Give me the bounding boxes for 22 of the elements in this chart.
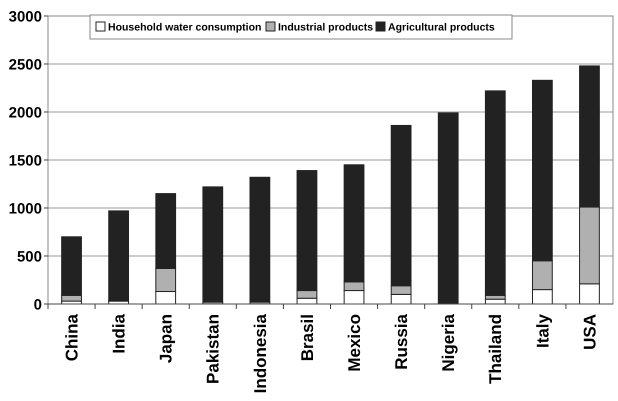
y-tick-label: 2500 <box>8 56 42 74</box>
x-tick-label: Thailand <box>486 314 506 384</box>
y-tick-label: 0 <box>34 296 42 314</box>
legend-label: Agricultural products <box>388 22 495 34</box>
x-tick-label: India <box>110 313 129 354</box>
x-tick-label: Russia <box>392 313 412 370</box>
x-tick-label: Japan <box>156 314 176 364</box>
x-tick-label: USA <box>580 314 600 350</box>
y-tick-label: 1000 <box>8 200 42 218</box>
y-tick-label: 1500 <box>8 152 42 170</box>
x-tick-label: Italy <box>533 313 552 348</box>
legend-label: Industrial products <box>278 22 374 34</box>
y-tick-label: 500 <box>16 248 42 266</box>
x-tick-label: Indonesia <box>250 313 270 394</box>
y-tick-label: 3000 <box>8 8 42 26</box>
x-tick-label: China <box>62 313 82 362</box>
legend-label: Household water consumption <box>108 22 262 34</box>
x-tick-label: Brasil <box>298 314 317 362</box>
x-tick-label: Mexico <box>344 314 364 372</box>
x-tick-label: Nigeria <box>439 313 458 372</box>
y-tick-label: 2000 <box>8 104 42 122</box>
x-tick-label: Pakistan <box>204 314 223 384</box>
